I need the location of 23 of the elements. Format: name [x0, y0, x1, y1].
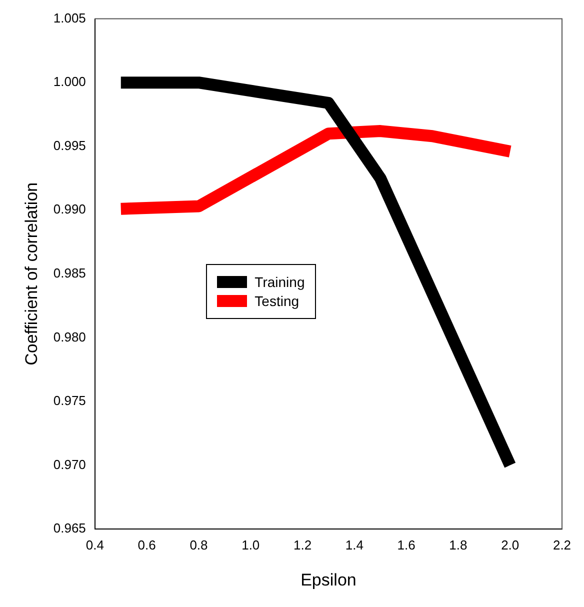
legend-label: Testing	[254, 292, 300, 309]
y-tick-label: 1.000	[53, 74, 86, 90]
x-tick-label: 1.2	[293, 537, 312, 552]
x-tick-label: 2.2	[552, 537, 572, 552]
x-tick-label: 1.6	[397, 537, 416, 552]
y-tick-label: 0.995	[53, 138, 86, 153]
x-tick-label: 1.8	[449, 537, 468, 552]
y-tick-label: 0.985	[53, 265, 86, 280]
y-tick-label: 1.005	[53, 10, 86, 26]
x-tick-label: 0.6	[138, 537, 156, 552]
x-tick-label: 0.8	[190, 537, 208, 552]
x-tick-label: 2.0	[501, 537, 520, 552]
y-tick-label: 0.970	[53, 456, 86, 472]
x-axis-title: Epsilon	[300, 570, 356, 590]
y-tick-label: 0.965	[53, 520, 86, 536]
x-tick-label: 1.0	[242, 537, 260, 552]
y-axis-title: Coefficient of correlation	[22, 182, 41, 366]
y-tick-label: 0.975	[53, 393, 86, 408]
legend-label: Training	[254, 274, 305, 290]
x-tick-label: 0.4	[86, 537, 104, 552]
y-tick-label: 0.980	[53, 329, 86, 344]
x-tick-label: 1.4	[345, 537, 364, 552]
y-tick-label: 0.990	[53, 202, 86, 217]
